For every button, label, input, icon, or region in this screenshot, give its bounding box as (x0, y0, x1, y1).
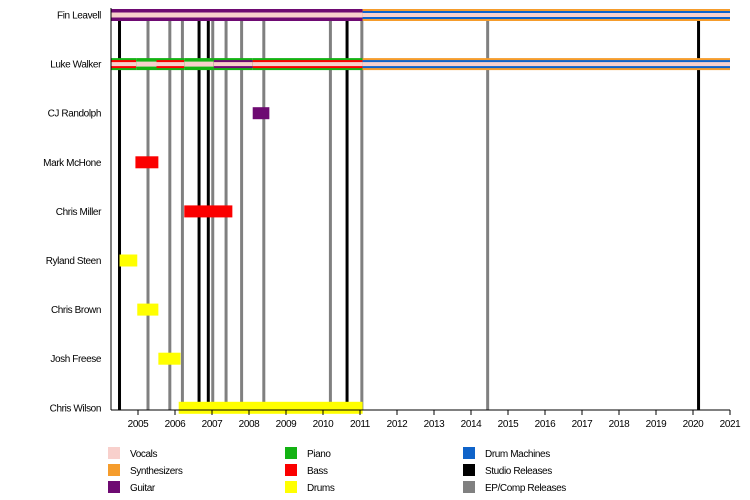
member-row-chris-wilson (178, 401, 363, 414)
legend-item-drum-machines: Drum Machines (463, 447, 551, 460)
x-tick-label: 2016 (535, 419, 556, 430)
x-tick-label: 2010 (313, 419, 334, 430)
legend-label: Drum Machines (485, 449, 550, 460)
legend-item-ep-comp-releases: EP/Comp Releases (463, 481, 567, 494)
x-tick-label: 2020 (683, 419, 704, 430)
legend-label: EP/Comp Releases (485, 483, 566, 494)
x-tick-label: 2008 (239, 419, 260, 430)
x-tick-label: 2011 (350, 419, 371, 430)
bar-bass (184, 205, 233, 218)
legend-label: Guitar (130, 483, 156, 494)
x-tick-label: 2015 (498, 419, 519, 430)
legend-item-studio-releases: Studio Releases (463, 464, 553, 477)
member-label: Luke Walker (50, 60, 102, 71)
member-bars (111, 9, 730, 414)
bar-vocals (111, 62, 137, 67)
bar-vocals (362, 13, 730, 17)
bar-drums (178, 401, 363, 414)
legend-swatch (108, 447, 120, 459)
x-tick-label: 2006 (165, 419, 186, 430)
bar-vocals (252, 62, 363, 67)
bar-drums (158, 352, 181, 365)
legend-item-guitar: Guitar (108, 481, 156, 494)
legend-swatch (108, 464, 120, 476)
member-label: Mark McHone (43, 158, 102, 169)
bar-vocals (362, 62, 730, 67)
member-label: Josh Freese (50, 354, 101, 365)
bar-vocals (156, 62, 185, 67)
bar-vocals (213, 62, 253, 67)
member-label: Fin Leavell (57, 11, 101, 22)
x-tick-label: 2013 (424, 419, 445, 430)
x-tick-label: 2009 (276, 419, 297, 430)
bar-vocals (136, 61, 157, 67)
x-tick-label: 2005 (128, 419, 149, 430)
legend-item-vocals: Vocals (108, 447, 158, 460)
legend-swatch (285, 464, 297, 476)
legend-item-piano: Piano (285, 447, 332, 460)
x-tick-label: 2012 (387, 419, 408, 430)
bar-vocals (184, 61, 214, 67)
bar-drums (119, 254, 138, 267)
member-row-cj-randolph (252, 107, 270, 120)
legend-swatch (285, 481, 297, 493)
member-row-luke-walker (111, 58, 730, 71)
legend-swatch (108, 481, 120, 493)
member-row-ryland-steen (119, 254, 138, 267)
legend: Vocals Piano Drum Machines Synthesizers Bass… (108, 447, 567, 494)
x-tick-label: 2007 (202, 419, 223, 430)
member-labels: Fin Leavell Luke Walker CJ Randolph Mark Mc… (43, 11, 102, 415)
bar-drums (137, 303, 159, 316)
member-label: CJ Randolph (48, 109, 101, 120)
legend-label: Synthesizers (130, 466, 183, 477)
legend-label: Vocals (130, 449, 157, 460)
legend-label: Bass (307, 466, 328, 477)
member-row-chris-miller (184, 205, 233, 218)
legend-label: Drums (307, 483, 335, 494)
legend-swatch (285, 447, 297, 459)
member-row-fin-leavell (111, 9, 730, 21)
x-tick-label: 2018 (609, 419, 630, 430)
member-label: Ryland Steen (46, 256, 101, 267)
legend-swatch (463, 481, 475, 493)
x-axis: 2005 2006 2007 2008 2009 2010 2011 2012 2013 2014… (110, 8, 742, 430)
legend-item-synthesizers: Synthesizers (108, 464, 183, 477)
bar-vocals (111, 12, 363, 18)
legend-label: Studio Releases (485, 466, 552, 477)
member-label: Chris Brown (51, 305, 101, 316)
x-tick-label: 2019 (646, 419, 667, 430)
bar-guitar (252, 107, 270, 120)
x-tick-label: 2014 (461, 419, 482, 430)
member-label: Chris Miller (56, 207, 102, 218)
member-row-mark-mchone (135, 156, 159, 169)
legend-label: Piano (307, 449, 331, 460)
legend-item-bass: Bass (285, 464, 328, 477)
legend-item-drums: Drums (285, 481, 335, 494)
legend-swatch (463, 464, 475, 476)
x-tick-label: 2017 (572, 419, 593, 430)
member-row-chris-brown (137, 303, 159, 316)
x-tick-label: 2021 (720, 419, 741, 430)
legend-swatch (463, 447, 475, 459)
bar-bass (135, 156, 159, 169)
member-label: Chris Wilson (50, 403, 101, 414)
member-row-josh-freese (158, 352, 181, 365)
